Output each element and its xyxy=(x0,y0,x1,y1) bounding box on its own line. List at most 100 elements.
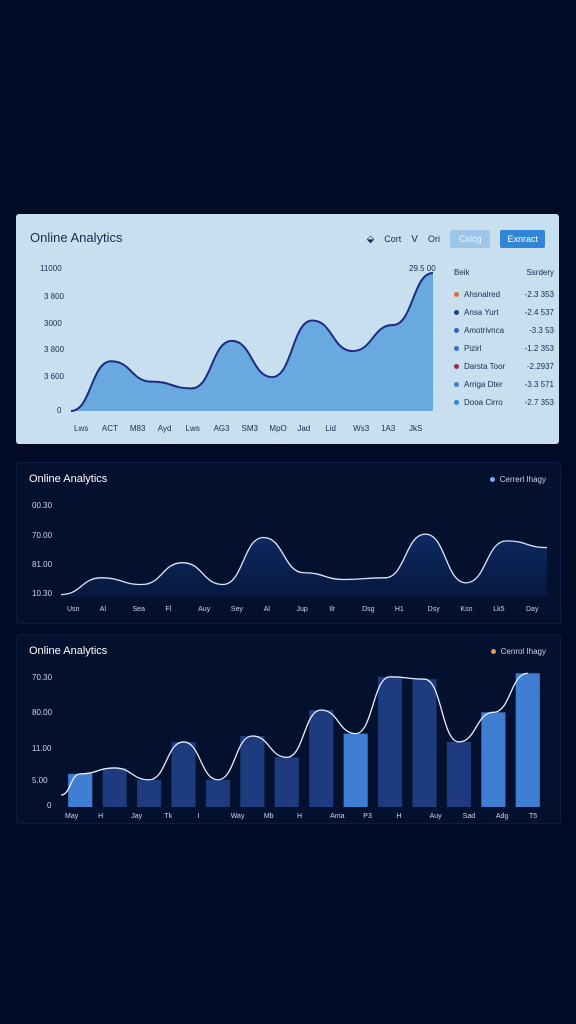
legend-rows: Ahsnalred -2.3 353 Ansa Yurt -2.4 537 Amotri… xyxy=(454,286,554,411)
x-tick-label: AG3 xyxy=(213,424,230,433)
x-tick-label: May xyxy=(65,813,79,820)
x-tick-label: ACT xyxy=(101,424,118,433)
x-tick-label: Dsg xyxy=(362,606,375,613)
bar xyxy=(343,733,368,807)
analytics-card-middle: Online Analytics Cerrerl Ihagy 00.30 70.… xyxy=(16,462,561,624)
bar xyxy=(378,676,403,807)
area-fill xyxy=(71,273,433,411)
bar xyxy=(274,757,299,807)
x-tick-label: Al xyxy=(99,606,107,613)
y-tick-label: 80.00 xyxy=(32,708,53,717)
x-tick-label: I xyxy=(197,813,200,820)
x-tick-label: MpO xyxy=(269,424,287,433)
legend: Cenrol Ihagy xyxy=(490,647,546,656)
x-tick-label: H xyxy=(98,813,104,820)
legend-dot xyxy=(454,381,459,387)
x-tick-label: SM3 xyxy=(241,424,258,433)
legend-item: Ahsnalred -2.3 353 xyxy=(454,286,554,304)
analytics-card-bottom: Online Analytics Cenrol Ihagy 70.30 80.0… xyxy=(16,634,561,824)
bar xyxy=(481,712,506,807)
legend-value: -2.2937 xyxy=(526,362,554,371)
legend-value: -2.7 353 xyxy=(524,397,554,407)
legend-value: -3.3 53 xyxy=(529,326,554,336)
area-chart xyxy=(60,533,548,597)
bar xyxy=(240,736,265,807)
chevron-down-icon[interactable]: V xyxy=(411,233,418,245)
toolbar-item-ori[interactable]: Ori xyxy=(427,234,440,244)
x-tick-label: Ama xyxy=(330,813,345,820)
y-tick-label: 00.30 xyxy=(32,501,53,510)
x-tick-label: Lws xyxy=(185,424,200,433)
x-tick-label: Al xyxy=(263,606,270,613)
y-tick-label: 70.30 xyxy=(32,673,53,682)
bar xyxy=(205,779,230,807)
card-title: Online Analytics xyxy=(29,645,108,657)
x-tick-label: Tk xyxy=(164,813,173,820)
x-tick-label: H1 xyxy=(394,606,404,613)
legend-dot xyxy=(454,399,459,405)
x-tick-label: Auy xyxy=(198,606,211,613)
x-tick-label: Fl xyxy=(165,606,172,613)
card-title: Online Analytics xyxy=(30,230,123,245)
y-tick-label: 5.00 xyxy=(32,776,48,785)
bookmark-icon[interactable]: ⬙ xyxy=(366,233,375,245)
x-tick-label: Ws3 xyxy=(353,424,370,433)
x-tick-label: Lk5 xyxy=(493,606,505,613)
area-fill xyxy=(61,534,547,597)
x-tick-label: P3 xyxy=(363,813,372,820)
x-tick-label: Sey xyxy=(230,606,243,613)
legend-value: -3.3 571 xyxy=(524,379,554,389)
legend-label: Amotrivnca xyxy=(464,326,505,336)
legend-item: Pizirl -1.2 353 xyxy=(454,340,554,358)
bar xyxy=(446,741,471,807)
legend-item: Amotrivnca -3.3 53 xyxy=(454,322,554,340)
legend-dot xyxy=(490,649,496,654)
legend-dot xyxy=(454,328,459,334)
legend-item: Arriga Dter -3.3 571 xyxy=(454,375,554,393)
legend-dot xyxy=(489,477,495,482)
x-tick-label: Usn xyxy=(67,606,80,613)
legend-header-right: Ssrdery xyxy=(526,268,554,277)
toolbar: ⬙ Cort V Ori Cslcg Exnract xyxy=(367,230,545,248)
x-tick-label: M83 xyxy=(129,424,146,433)
legend-dot xyxy=(454,292,459,298)
y-tick-label: 81.00 xyxy=(32,560,53,569)
bar xyxy=(412,679,437,807)
x-tick-label: Adg xyxy=(495,813,509,820)
x-tick-label: Lws xyxy=(74,424,89,433)
legend-item: Ansa Yurt -2.4 537 xyxy=(454,304,554,322)
x-tick-label: Ayd xyxy=(157,424,172,433)
x-tick-label: Ilr xyxy=(329,606,336,613)
series-line xyxy=(60,672,528,796)
series-line xyxy=(70,272,434,412)
x-tick-label: Lid xyxy=(325,424,336,433)
legend-header-left: Beik xyxy=(454,268,470,277)
x-tick-label: H xyxy=(297,813,303,820)
x-tick-label: Jup xyxy=(296,606,308,613)
legend-label: Cenrol Ihagy xyxy=(500,647,546,656)
y-tick-label: 3 600 xyxy=(44,372,65,381)
x-tick-label: 1A3 xyxy=(381,424,396,433)
legend-header: Beik Ssrdery xyxy=(454,268,554,277)
x-tick-label: Auy xyxy=(429,813,442,820)
legend: Cerrerl Ihagy xyxy=(489,475,546,484)
y-tick-label: 3 800 xyxy=(44,292,65,301)
legend-dot xyxy=(454,310,459,316)
secondary-button[interactable]: Cslcg xyxy=(449,230,491,248)
x-tick-label: Jay xyxy=(131,813,143,820)
y-tick-label: 0 xyxy=(57,406,62,415)
bar xyxy=(137,779,162,807)
export-button[interactable]: Exnract xyxy=(500,230,545,248)
legend-dot xyxy=(454,346,459,352)
series-line xyxy=(60,533,548,596)
legend-dot xyxy=(454,364,459,369)
x-tick-label: Mb xyxy=(263,813,274,820)
y-tick-label: 10.30 xyxy=(32,589,53,598)
x-tick-label: Way xyxy=(230,813,245,820)
x-tick-label: Sad xyxy=(462,813,476,820)
legend-label: Ahsnalred xyxy=(464,290,501,300)
y-tick-label: 11000 xyxy=(40,264,62,273)
y-tick-label: 3000 xyxy=(44,319,62,328)
toolbar-item-cort[interactable]: Cort xyxy=(384,234,402,244)
x-tick-label: Day xyxy=(526,606,539,613)
